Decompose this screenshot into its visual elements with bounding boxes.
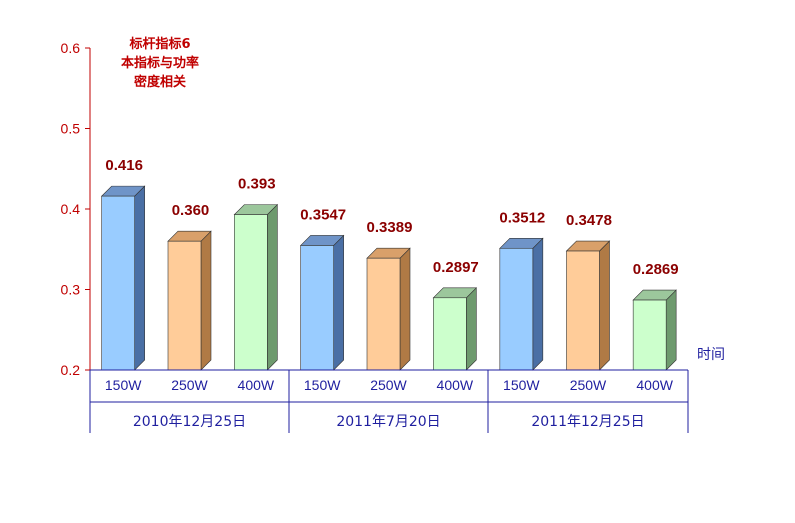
bar — [366, 247, 411, 371]
data-label: 0.3512 — [499, 209, 545, 226]
data-label: 0.3389 — [367, 219, 413, 236]
bar-side — [267, 203, 278, 371]
x-tick-label: 400W — [437, 377, 474, 393]
x-group-label: 2010年12月25日 — [133, 414, 246, 430]
data-label: 0.3547 — [300, 206, 346, 223]
bar — [299, 234, 345, 371]
bar — [167, 230, 212, 371]
bar-side — [532, 237, 544, 371]
x-tick-label: 400W — [238, 377, 275, 393]
bar-side — [399, 247, 411, 371]
x-tick-label: 150W — [503, 377, 540, 393]
bar-front — [300, 245, 334, 371]
bar-side — [665, 289, 677, 371]
bars: 0.416 0.360 0.393 0.3547 0.3389 0.2897 0.3512 0… — [100, 157, 679, 371]
data-label: 0.360 — [172, 202, 210, 219]
bar-front — [366, 257, 401, 371]
bar-side — [599, 240, 610, 371]
x-tick-label: 250W — [570, 377, 607, 393]
y-tick-label: 0.5 — [61, 121, 81, 137]
bar-front — [167, 240, 202, 371]
x-group-label: 2011年7月20日 — [336, 414, 440, 430]
y-axis: 0.2 0.3 0.4 0.5 0.6 — [61, 40, 91, 378]
bar-side — [466, 287, 477, 371]
note-line-1: 标杆指标6 — [128, 36, 190, 52]
data-label: 0.416 — [105, 157, 143, 174]
bar — [565, 240, 611, 371]
bar-front — [234, 214, 268, 371]
y-tick-label: 0.4 — [61, 201, 81, 217]
y-tick-label: 0.3 — [61, 282, 81, 298]
y-tick-label: 0.2 — [61, 362, 81, 378]
x-axis-label: 时间 — [697, 347, 725, 363]
data-label: 0.393 — [238, 176, 276, 193]
bar — [233, 203, 279, 371]
bar — [432, 287, 478, 371]
x-tick-label: 150W — [105, 377, 142, 393]
x-tick-label: 250W — [370, 377, 407, 393]
note-line-3: 密度相关 — [133, 74, 186, 90]
bar — [100, 185, 146, 371]
x-group-label: 2011年12月25日 — [531, 414, 644, 430]
bar-front — [566, 250, 600, 371]
bar — [632, 289, 677, 371]
bar-front — [632, 299, 667, 371]
bar-front — [499, 247, 534, 371]
data-label: 0.2897 — [433, 259, 479, 276]
y-tick-label: 0.6 — [61, 40, 81, 56]
x-axis: 2010年12月25日 150W 250W 400W 2011年7月20日 150W 250… — [89, 369, 689, 433]
data-label: 0.2869 — [633, 261, 679, 278]
bar-side — [134, 185, 145, 371]
bar-front — [101, 195, 135, 371]
bar-front — [433, 297, 467, 371]
chart-note: 标杆指标6 本指标与功率 密度相关 — [121, 36, 199, 90]
bar-side — [200, 230, 212, 371]
bar — [499, 237, 544, 371]
data-label: 0.3478 — [566, 212, 612, 229]
note-line-2: 本指标与功率 — [121, 55, 199, 71]
x-tick-label: 400W — [636, 377, 673, 393]
bar-side — [333, 234, 344, 371]
x-tick-label: 150W — [304, 377, 341, 393]
x-tick-label: 250W — [171, 377, 208, 393]
